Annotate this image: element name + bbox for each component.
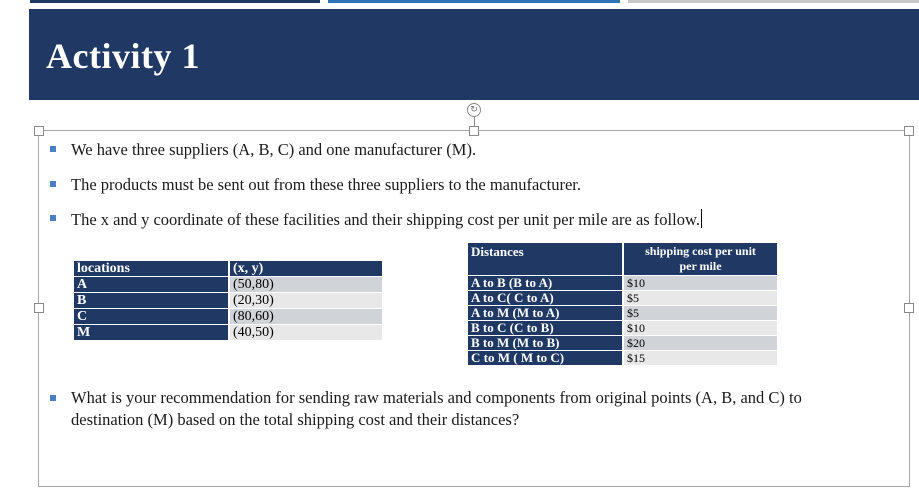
accent-bar-blue <box>328 0 620 3</box>
table-header-cell: shipping cost per unit per mile <box>623 243 779 276</box>
title-banner: Activity 1 <box>29 9 919 100</box>
table-row: B to C (C to B) $10 <box>468 320 779 336</box>
table-header-cell: Distances <box>468 243 624 276</box>
table-row: A to M (M to A) $5 <box>468 305 779 321</box>
table-cell: B to M (M to B) <box>468 335 624 351</box>
table-cell: $15 <box>623 350 779 366</box>
table-row: A to C( C to A) $5 <box>468 290 779 306</box>
table-cell: (40,50) <box>229 324 384 341</box>
table-cell: $10 <box>623 320 779 336</box>
table-header-row: Distances shipping cost per unit per mile <box>468 243 779 276</box>
table-row: A (50,80) <box>74 276 384 293</box>
resize-handle-top-center[interactable] <box>469 126 479 136</box>
bullet-text[interactable]: The x and y coordinate of these faciliti… <box>71 209 702 230</box>
table-cell: $10 <box>623 275 779 291</box>
rotate-handle-icon[interactable]: ↻ <box>467 103 481 117</box>
table-header-cell: (x, y) <box>229 261 384 277</box>
distances-table[interactable]: Distances shipping cost per unit per mile… <box>468 243 779 366</box>
resize-handle-middle-left[interactable] <box>34 303 44 313</box>
bullet-text[interactable]: The products must be sent out from these… <box>71 175 581 194</box>
table-row: C (80,60) <box>74 308 384 325</box>
table-cell: A to B (B to A) <box>468 275 624 291</box>
locations-table[interactable]: locations (x, y) A (50,80) B (20,30) C (… <box>74 261 384 341</box>
resize-handle-top-right[interactable] <box>904 126 914 136</box>
table-cell: A <box>74 276 230 293</box>
table-cell: B <box>74 292 230 309</box>
accent-bar-gray <box>628 0 919 3</box>
rotate-handle-line <box>474 117 475 127</box>
table-cell: A to C( C to A) <box>468 290 624 306</box>
accent-bar-navy <box>30 0 320 3</box>
table-cell: (20,30) <box>229 292 384 309</box>
bullet-marker <box>50 215 56 221</box>
table-row: C to M ( M to C) $15 <box>468 350 779 366</box>
text-cursor <box>700 209 702 228</box>
resize-handle-middle-right[interactable] <box>904 303 914 313</box>
table-cell: $5 <box>623 290 779 306</box>
table-header-cell: locations <box>74 261 230 277</box>
table-cell: C to M ( M to C) <box>468 350 624 366</box>
resize-handle-top-left[interactable] <box>34 126 44 136</box>
bullet-text-content: The x and y coordinate of these faciliti… <box>71 210 700 229</box>
cost-header-line-1: shipping cost per unit <box>645 244 756 258</box>
table-cell: $5 <box>623 305 779 321</box>
table-row: B (20,30) <box>74 292 384 309</box>
table-cell: A to M (M to A) <box>468 305 624 321</box>
bullet-text[interactable]: We have three suppliers (A, B, C) and on… <box>71 140 477 159</box>
table-cell: M <box>74 324 230 341</box>
table-row: A to B (B to A) $10 <box>468 275 779 291</box>
table-cell: (50,80) <box>229 276 384 293</box>
table-row: M (40,50) <box>74 324 384 341</box>
table-header-row: locations (x, y) <box>74 261 384 277</box>
table-cell: $20 <box>623 335 779 351</box>
table-cell: C <box>74 308 230 325</box>
bullet-marker <box>50 395 56 401</box>
bullet-marker <box>50 181 56 187</box>
table-cell: (80,60) <box>229 308 384 325</box>
table-cell: B to C (C to B) <box>468 320 624 336</box>
table-row: B to M (M to B) $20 <box>468 335 779 351</box>
bullet-text[interactable]: What is your recommendation for sending … <box>71 388 802 407</box>
cost-header-line-2: per mile <box>679 259 722 273</box>
slide-title[interactable]: Activity 1 <box>46 36 200 76</box>
bullet-marker <box>50 146 56 152</box>
bullet-text-continuation[interactable]: destination (M) based on the total shipp… <box>71 410 520 429</box>
